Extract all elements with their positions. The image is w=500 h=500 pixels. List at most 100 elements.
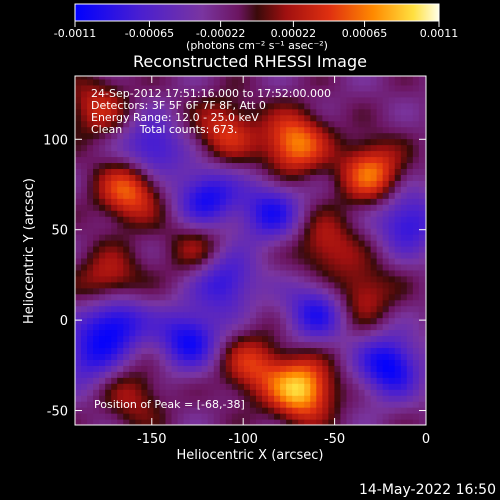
heatmap-cell <box>418 76 426 80</box>
heatmap-cell <box>189 174 197 181</box>
heatmap-cell <box>268 299 275 307</box>
y-tick-label: 50 <box>51 224 68 239</box>
heatmap-cell <box>262 377 269 384</box>
heatmap-cell <box>75 204 82 211</box>
heatmap-cell <box>87 335 94 343</box>
heatmap-cell <box>322 198 329 205</box>
heatmap-cell <box>177 377 185 384</box>
heatmap-cell <box>358 198 366 205</box>
heatmap-cell <box>123 198 130 205</box>
heatmap-cell <box>81 126 88 134</box>
heatmap-cell <box>105 168 112 175</box>
heatmap-cell <box>376 114 384 122</box>
heatmap-cell <box>322 395 329 402</box>
heatmap-cell <box>328 317 336 325</box>
heatmap-cell <box>237 240 245 247</box>
heatmap-cell <box>316 144 323 152</box>
heatmap-cell <box>135 293 142 301</box>
heatmap-cell <box>183 108 191 116</box>
heatmap-cell <box>412 371 420 378</box>
heatmap-cell <box>328 407 336 414</box>
heatmap-cell <box>388 90 396 98</box>
heatmap-cell <box>231 210 239 217</box>
heatmap-cell <box>255 389 263 396</box>
heatmap-cell <box>304 347 311 354</box>
heatmap-cell <box>262 311 269 319</box>
heatmap-cell <box>255 162 263 170</box>
heatmap-cell <box>406 377 414 384</box>
heatmap-cell <box>310 156 317 164</box>
heatmap-cell <box>231 144 239 152</box>
heatmap-cell <box>328 240 336 247</box>
heatmap-cell <box>177 204 185 211</box>
heatmap-cell <box>81 156 88 164</box>
heatmap-cell <box>334 240 342 247</box>
heatmap-cell <box>394 419 402 425</box>
heatmap-cell <box>159 204 167 211</box>
heatmap-cell <box>243 240 251 247</box>
heatmap-cell <box>189 126 197 134</box>
heatmap-cell <box>81 281 88 289</box>
heatmap-cell <box>249 144 257 152</box>
heatmap-cell <box>400 120 408 128</box>
heatmap-cell <box>394 240 402 247</box>
heatmap-cell <box>310 228 317 235</box>
heatmap-cell <box>388 377 396 384</box>
heatmap-cell <box>268 311 275 319</box>
heatmap-cell <box>189 317 197 325</box>
heatmap-cell <box>195 251 203 259</box>
heatmap-cell <box>334 251 342 259</box>
heatmap-cell <box>231 192 239 199</box>
heatmap-cell <box>219 407 227 414</box>
heatmap-cell <box>111 120 118 128</box>
heatmap-cell <box>388 305 396 313</box>
heatmap-cell <box>412 240 420 247</box>
heatmap-cell <box>237 389 245 396</box>
heatmap-cell <box>340 383 348 390</box>
heatmap-cell <box>280 305 287 313</box>
heatmap-cell <box>117 78 124 86</box>
heatmap-cell <box>159 257 167 265</box>
heatmap-cell <box>280 335 287 343</box>
heatmap-cell <box>129 347 136 354</box>
heatmap-cell <box>213 198 221 205</box>
heatmap-cell <box>243 245 251 253</box>
heatmap-cell <box>243 365 251 372</box>
heatmap-cell <box>105 359 112 366</box>
heatmap-cell <box>334 245 342 253</box>
heatmap-cell <box>400 407 408 414</box>
heatmap-cell <box>87 245 94 253</box>
heatmap-cell <box>280 383 287 390</box>
heatmap-cell <box>75 365 82 372</box>
heatmap-cell <box>123 132 130 140</box>
heatmap-cell <box>346 150 354 158</box>
heatmap-cell <box>292 377 299 384</box>
heatmap-cell <box>99 96 106 104</box>
heatmap-cell <box>364 204 372 211</box>
heatmap-cell <box>400 156 408 164</box>
heatmap-cell <box>81 245 88 253</box>
chart-title: Reconstructed RHESSI Image <box>133 52 367 71</box>
heatmap-cell <box>159 365 167 372</box>
heatmap-cell <box>424 413 426 420</box>
heatmap-cell <box>388 413 396 420</box>
heatmap-cell <box>147 234 155 241</box>
heatmap-cell <box>382 413 390 420</box>
heatmap-cell <box>189 198 197 205</box>
heatmap-cell <box>81 90 88 98</box>
heatmap-cell <box>123 150 130 158</box>
heatmap-cell <box>388 234 396 241</box>
heatmap-cell <box>322 293 329 301</box>
heatmap-cell <box>225 389 233 396</box>
heatmap-cell <box>249 317 257 325</box>
heatmap-cell <box>292 210 299 217</box>
heatmap-cell <box>352 168 360 175</box>
heatmap-cell <box>123 76 130 80</box>
heatmap-cell <box>165 401 173 408</box>
heatmap-cell <box>129 120 136 128</box>
heatmap-cell <box>177 335 185 343</box>
heatmap-cell <box>358 419 366 425</box>
heatmap-cell <box>213 341 221 349</box>
heatmap-cell <box>153 323 161 331</box>
heatmap-cell <box>322 389 329 396</box>
